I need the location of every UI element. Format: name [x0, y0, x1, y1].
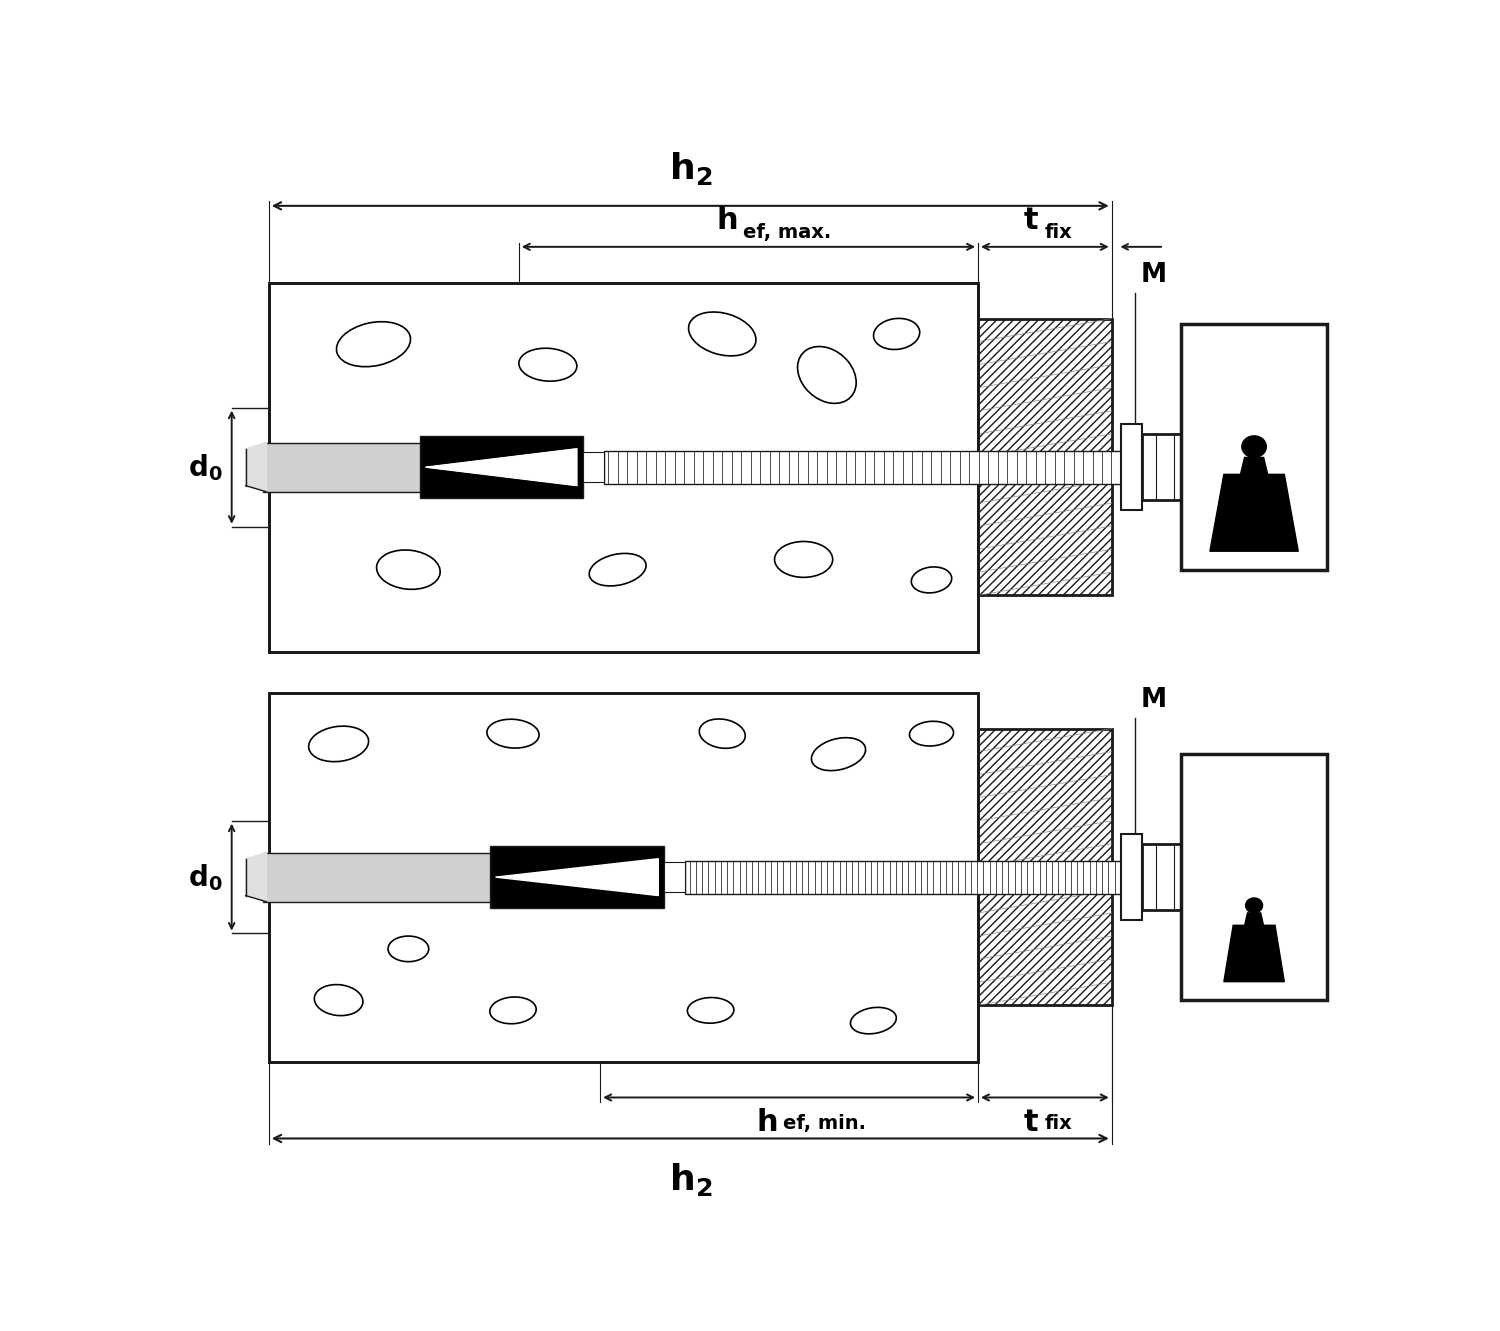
Bar — [1142, 844, 1188, 910]
Bar — [1182, 755, 1326, 1000]
Bar — [268, 282, 978, 652]
Text: min.: min. — [1226, 769, 1284, 793]
Text: max.: max. — [1221, 339, 1287, 363]
Bar — [489, 847, 664, 908]
Text: $\mathbf{h_2}$: $\mathbf{h_2}$ — [669, 150, 712, 188]
Bar — [268, 692, 978, 1062]
Bar — [582, 453, 603, 482]
Text: M: M — [1140, 262, 1167, 287]
Bar — [420, 437, 582, 498]
Text: fix: fix — [1046, 222, 1072, 242]
Polygon shape — [246, 853, 267, 901]
Text: ef, max.: ef, max. — [742, 222, 831, 242]
Polygon shape — [1245, 913, 1263, 925]
Bar — [1188, 857, 1212, 897]
Text: M: M — [1140, 687, 1167, 713]
Circle shape — [1242, 435, 1266, 458]
Bar — [1182, 323, 1326, 570]
Text: $\mathbf{d_0}$: $\mathbf{d_0}$ — [188, 861, 222, 893]
Polygon shape — [426, 449, 578, 486]
Bar — [1120, 425, 1142, 510]
Bar — [978, 728, 1112, 1005]
Polygon shape — [1210, 474, 1299, 551]
Text: $\mathbf{d_0}$: $\mathbf{d_0}$ — [188, 451, 222, 483]
Circle shape — [1245, 898, 1263, 913]
Text: $\mathbf{t}$: $\mathbf{t}$ — [1023, 205, 1040, 234]
Text: $\mathbf{h}$: $\mathbf{h}$ — [716, 205, 736, 234]
Bar — [262, 853, 572, 901]
Text: $\mathbf{h}$: $\mathbf{h}$ — [756, 1107, 777, 1137]
Bar — [1120, 835, 1142, 920]
Bar — [978, 318, 1112, 595]
Text: $\mathbf{h_2}$: $\mathbf{h_2}$ — [669, 1161, 712, 1198]
Polygon shape — [495, 858, 658, 896]
Text: ef, min.: ef, min. — [783, 1114, 867, 1133]
Text: fix: fix — [1046, 1114, 1072, 1133]
Bar — [664, 862, 686, 892]
Bar — [603, 451, 1120, 483]
Polygon shape — [246, 443, 267, 491]
Text: $\mathbf{t}$: $\mathbf{t}$ — [1023, 1107, 1040, 1137]
Bar — [262, 443, 501, 491]
Bar — [686, 861, 1120, 893]
Polygon shape — [1224, 925, 1284, 982]
Bar — [1188, 447, 1212, 487]
Polygon shape — [1240, 458, 1268, 474]
Bar — [1142, 434, 1188, 500]
